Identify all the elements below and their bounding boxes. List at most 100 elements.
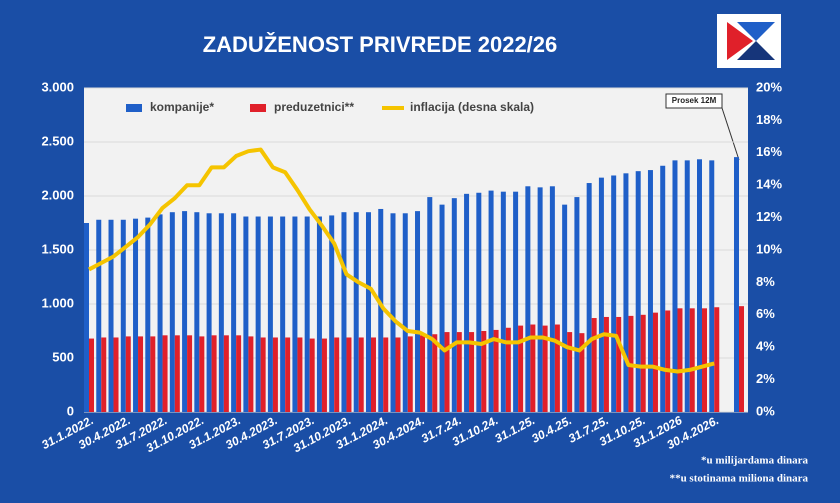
- y2-tick-label: 18%: [756, 112, 782, 127]
- bar: [444, 332, 450, 412]
- bar: [194, 212, 200, 412]
- bar: [505, 327, 511, 412]
- bar: [407, 336, 413, 412]
- bar: [231, 213, 237, 412]
- bar: [358, 337, 364, 412]
- bar: [292, 216, 298, 412]
- y-tick-label: 2.500: [41, 133, 74, 148]
- bar: [554, 324, 560, 412]
- bar: [157, 214, 163, 412]
- bar: [611, 175, 617, 412]
- bar: [260, 337, 266, 412]
- bar: [702, 308, 707, 412]
- bar: [500, 191, 506, 412]
- inflation-line: [88, 147, 715, 374]
- bar: [89, 338, 94, 412]
- bar: [304, 216, 310, 412]
- bar: [353, 212, 359, 412]
- bar: [297, 337, 303, 412]
- bar: [697, 159, 702, 412]
- bar: [267, 216, 273, 412]
- bar: [739, 312, 744, 412]
- bar: [182, 211, 188, 412]
- y-tick-label: 3.000: [41, 79, 74, 94]
- bar: [665, 310, 671, 412]
- bar: [383, 337, 389, 412]
- bar: [734, 167, 739, 412]
- annotation: Prosek 12M: [672, 96, 717, 105]
- y2-tick-label: 8%: [756, 274, 775, 289]
- y2-tick-label: 14%: [756, 177, 782, 192]
- bar: [432, 334, 438, 412]
- bar: [236, 335, 242, 412]
- bar: [616, 316, 622, 412]
- bar: [174, 335, 180, 412]
- legend-swatch: [250, 104, 266, 112]
- bar: [586, 183, 592, 412]
- bar: [206, 213, 212, 412]
- bar: [415, 211, 421, 412]
- bar: [640, 314, 646, 412]
- bar: [598, 177, 604, 412]
- bar: [280, 216, 286, 412]
- bar: [169, 212, 175, 412]
- bar: [488, 190, 494, 412]
- bar: [714, 307, 720, 412]
- y2-tick-label: 6%: [756, 306, 775, 321]
- bar: [623, 173, 629, 412]
- bar: [537, 187, 543, 412]
- bar: [108, 219, 114, 412]
- bar: [420, 335, 426, 412]
- bar: [84, 223, 89, 412]
- bar: [591, 318, 597, 412]
- bar: [145, 217, 151, 412]
- bar: [603, 316, 609, 412]
- bar: [451, 198, 457, 412]
- bar: [321, 338, 327, 412]
- y2-tick-label: 20%: [756, 79, 782, 94]
- bar: [120, 219, 126, 412]
- bar: [101, 337, 107, 412]
- bar: [365, 212, 371, 412]
- bar: [113, 337, 119, 412]
- bar: [272, 337, 278, 412]
- bar: [125, 336, 131, 412]
- bar: [248, 336, 254, 412]
- bar: [316, 216, 322, 412]
- y-tick-label: 2.000: [41, 187, 74, 202]
- bar: [138, 336, 144, 412]
- bar: [672, 160, 678, 412]
- bar: [341, 212, 347, 412]
- bar: [378, 208, 384, 412]
- y2-tick-label: 12%: [756, 209, 782, 224]
- bar: [652, 312, 658, 412]
- bar: [309, 338, 315, 412]
- bar: [187, 335, 193, 412]
- bar: [476, 192, 482, 412]
- footnote: *u milijardama dinara: [701, 455, 808, 467]
- y-tick-label: 0: [67, 403, 74, 418]
- bar: [218, 213, 224, 412]
- bar: [243, 216, 249, 412]
- y2-tick-label: 2%: [756, 371, 775, 386]
- y2-tick-label: 4%: [756, 339, 775, 354]
- legend-label: inflacija (desna skala): [410, 100, 534, 114]
- bar: [684, 160, 690, 412]
- bar: [464, 193, 470, 412]
- bar: [493, 329, 499, 412]
- footnote: **u stotinama miliona dinara: [670, 473, 809, 485]
- bar: [133, 218, 139, 412]
- chart-title: ZADUŽENOST PRIVREDE 2022/26: [203, 32, 558, 57]
- bar: [334, 337, 340, 412]
- y-tick-label: 500: [52, 349, 74, 364]
- bar: [530, 324, 536, 412]
- bar: [390, 213, 396, 412]
- logo: [717, 14, 781, 68]
- bar: [574, 197, 580, 412]
- bar: [542, 325, 548, 412]
- bar: [689, 308, 695, 412]
- legend-label: kompanije*: [150, 100, 214, 114]
- bar: [162, 335, 168, 412]
- bar: [223, 335, 229, 412]
